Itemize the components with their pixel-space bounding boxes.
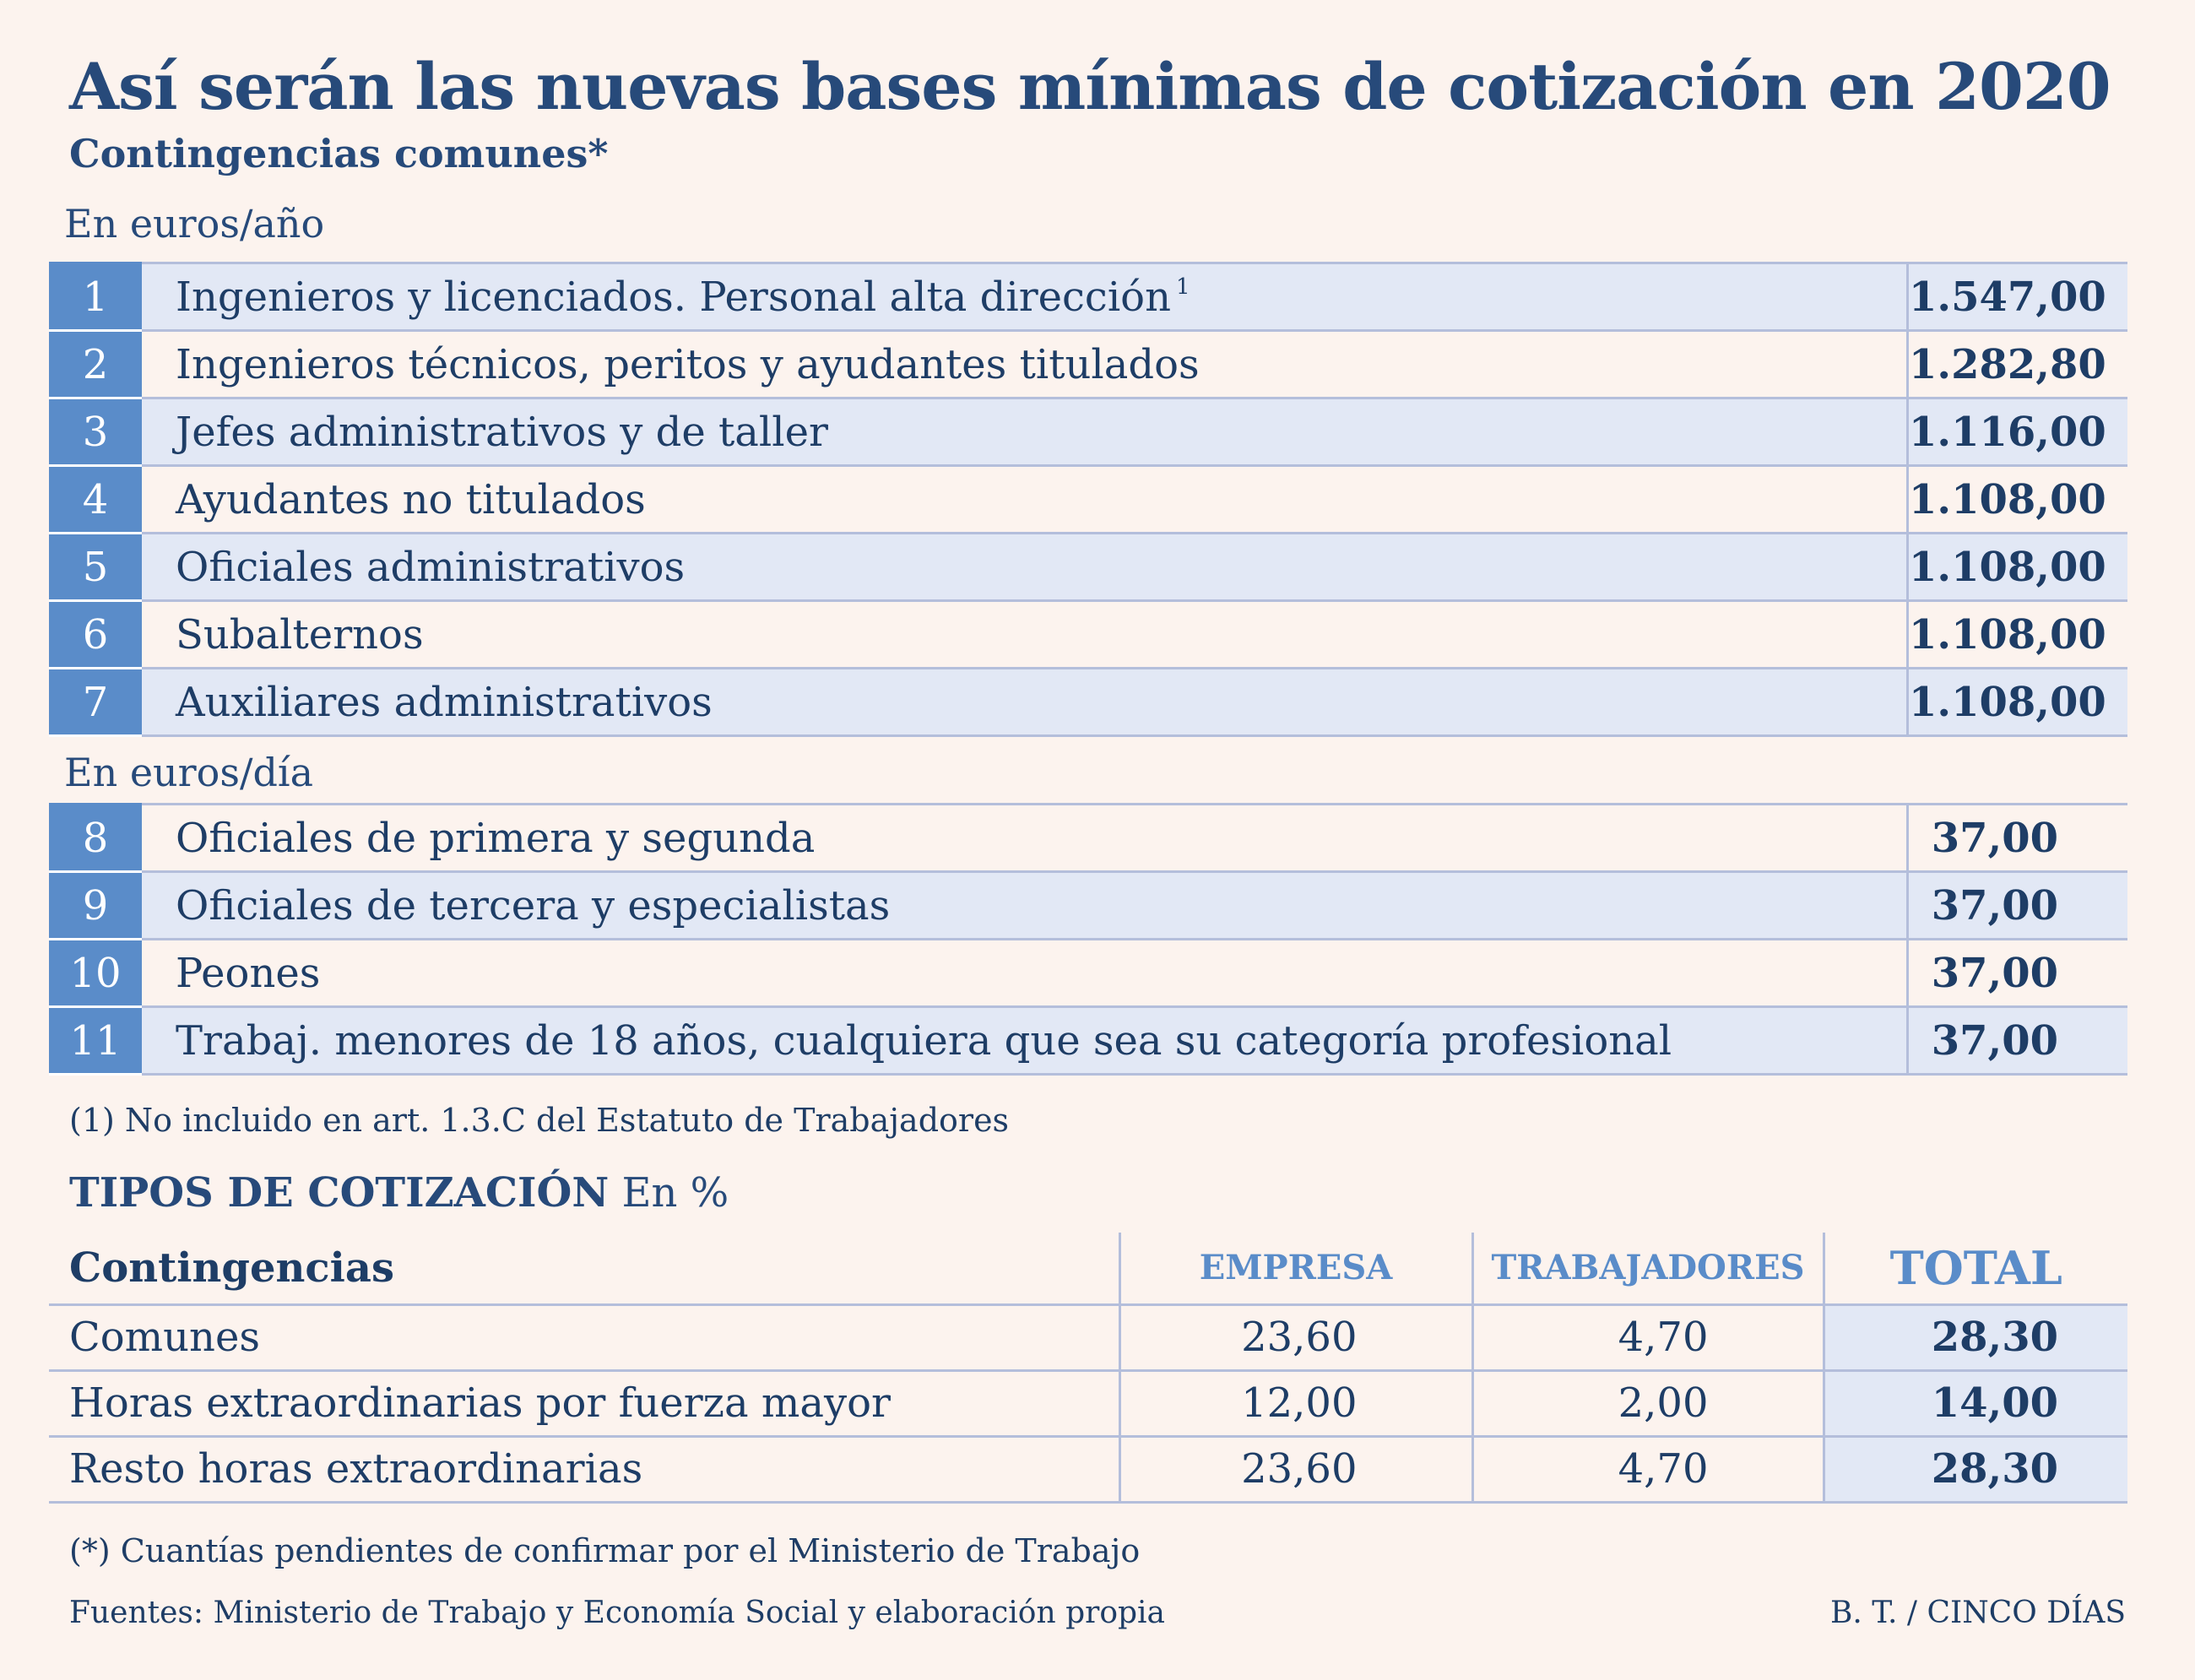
row-label: Ingenieros técnicos, peritos y ayudantes…: [142, 330, 1908, 399]
row-label: Ingenieros y licenciados. Personal alta …: [142, 262, 1908, 332]
row-number: 10: [49, 939, 142, 1008]
tipos-title: TIPOS DE COTIZACIÓN: [69, 1169, 610, 1217]
column-header-total: TOTAL: [1822, 1233, 2127, 1304]
row-label: Comunes: [49, 1303, 1119, 1370]
row-number: 5: [49, 533, 142, 602]
column-header-trabajadores: TRABAJADORES: [1471, 1233, 1824, 1304]
table-row: 2 Ingenieros técnicos, peritos y ayudant…: [49, 330, 2127, 399]
row-value: 1.547,00: [1906, 262, 2127, 332]
row-label: Oficiales administrativos: [142, 533, 1908, 602]
row-number: 9: [49, 871, 142, 940]
row-label: Resto horas extraordinarias: [49, 1434, 1119, 1504]
cell-empresa: 23,60: [1118, 1303, 1472, 1370]
row-label: Peones: [142, 939, 1908, 1008]
column-header-contingencias: Contingencias: [69, 1244, 395, 1292]
table-row: 10 Peones 37,00: [49, 939, 2127, 1008]
unit-label-day: En euros/día: [64, 750, 314, 795]
bases-year-table: 1 Ingenieros y licenciados. Personal alt…: [49, 262, 2127, 737]
row-label: Auxiliares administrativos: [142, 668, 1908, 737]
row-label: Trabaj. menores de 18 años, cualquiera q…: [142, 1006, 1908, 1076]
footnote-text: (1) No incluido en art. 1.3.C del Estatu…: [69, 1102, 1010, 1139]
table-row: 11 Trabaj. menores de 18 años, cualquier…: [49, 1006, 2127, 1076]
row-number: 1: [49, 262, 142, 332]
table-row: 5 Oficiales administrativos 1.108,00: [49, 533, 2127, 602]
row-value: 1.108,00: [1906, 600, 2127, 669]
row-value: 37,00: [1906, 939, 2127, 1008]
table-row: 3 Jefes administrativos y de taller 1.11…: [49, 398, 2127, 467]
cell-trabajadores: 4,70: [1471, 1303, 1824, 1370]
cell-empresa: 23,60: [1118, 1434, 1472, 1504]
table-row: 7 Auxiliares administrativos 1.108,00: [49, 668, 2127, 737]
credit-text: B. T. / CINCO DÍAS: [1829, 1596, 2126, 1630]
table-row: 8 Oficiales de primera y segunda 37,00: [49, 803, 2127, 873]
tipos-table: Contingencias EMPRESA TRABAJADORES TOTAL…: [49, 1233, 2127, 1504]
row-label: Jefes administrativos y de taller: [142, 398, 1908, 467]
row-value: 1.108,00: [1906, 668, 2127, 737]
cell-empresa: 12,00: [1118, 1368, 1472, 1436]
row-number: 8: [49, 803, 142, 873]
table-row: 1 Ingenieros y licenciados. Personal alt…: [49, 262, 2127, 332]
sources-text: Fuentes: Ministerio de Trabajo y Economí…: [69, 1596, 1166, 1630]
tipos-header-row: Contingencias EMPRESA TRABAJADORES TOTAL: [49, 1233, 2127, 1304]
table-row: Comunes 23,60 4,70 28,30: [49, 1303, 2127, 1370]
row-value: 1.108,00: [1906, 533, 2127, 602]
page-title: Así serán las nuevas bases mínimas de co…: [69, 49, 2111, 124]
page-subtitle: Contingencias comunes*: [69, 131, 609, 176]
row-value: 37,00: [1906, 803, 2127, 873]
table-row: Horas extraordinarias por fuerza mayor 1…: [49, 1368, 2127, 1436]
asterisk-note: (*) Cuantías pendientes de confirmar por…: [69, 1532, 1141, 1569]
row-number: 7: [49, 668, 142, 737]
row-number: 6: [49, 600, 142, 669]
row-value: 1.282,80: [1906, 330, 2127, 399]
footnote-marker: 1: [1175, 274, 1190, 300]
table-row: 9 Oficiales de tercera y especialistas 3…: [49, 871, 2127, 940]
bases-day-table: 8 Oficiales de primera y segunda 37,00 9…: [49, 803, 2127, 1076]
cell-trabajadores: 2,00: [1471, 1368, 1824, 1436]
row-number: 4: [49, 465, 142, 534]
row-number: 2: [49, 330, 142, 399]
row-number: 11: [49, 1006, 142, 1076]
cell-trabajadores: 4,70: [1471, 1434, 1824, 1504]
table-row: 4 Ayudantes no titulados 1.108,00: [49, 465, 2127, 534]
table-row: Resto horas extraordinarias 23,60 4,70 2…: [49, 1434, 2127, 1504]
row-label: Ayudantes no titulados: [142, 465, 1908, 534]
row-number: 3: [49, 398, 142, 467]
row-label: Oficiales de tercera y especialistas: [142, 871, 1908, 940]
column-header-empresa: EMPRESA: [1118, 1233, 1472, 1304]
tipos-heading: TIPOS DE COTIZACIÓN En %: [69, 1169, 729, 1217]
row-value: 1.116,00: [1906, 398, 2127, 467]
row-value: 37,00: [1906, 1006, 2127, 1076]
tipos-unit: En %: [621, 1169, 729, 1217]
row-label: Horas extraordinarias por fuerza mayor: [49, 1368, 1119, 1436]
unit-label-year: En euros/año: [64, 201, 325, 247]
table-row: 6 Subalternos 1.108,00: [49, 600, 2127, 669]
cell-total: 14,00: [1822, 1368, 2127, 1436]
row-value: 1.108,00: [1906, 465, 2127, 534]
row-value: 37,00: [1906, 871, 2127, 940]
row-label-text: Ingenieros y licenciados. Personal alta …: [176, 273, 1171, 321]
cell-total: 28,30: [1822, 1434, 2127, 1504]
cell-total: 28,30: [1822, 1303, 2127, 1370]
row-label: Oficiales de primera y segunda: [142, 803, 1908, 873]
row-label: Subalternos: [142, 600, 1908, 669]
